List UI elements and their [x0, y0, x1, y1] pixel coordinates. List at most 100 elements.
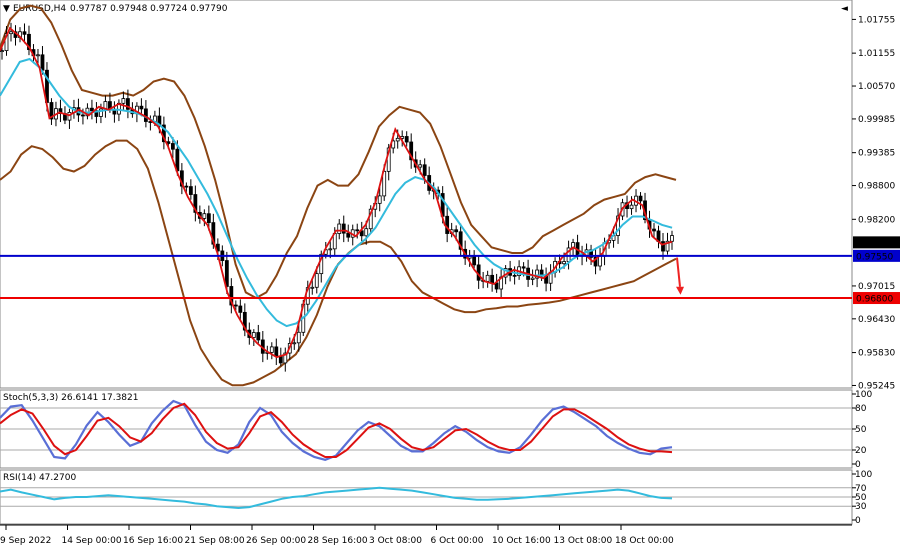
candle-body — [188, 186, 193, 195]
candle-body — [238, 305, 243, 313]
candle-body — [202, 213, 207, 219]
price-tick-label: 1.01755 — [858, 15, 895, 25]
candle-body — [359, 230, 364, 237]
candle-body — [337, 223, 342, 234]
time-tick-label: 13 Oct 08:00 — [554, 536, 613, 546]
time-tick-label: 3 Oct 08:00 — [369, 536, 422, 546]
chart-shift-icon[interactable]: ◄ — [841, 4, 848, 14]
candle-body — [224, 260, 229, 287]
price-tick-label: 0.97015 — [858, 282, 895, 292]
stoch-signal-line — [0, 402, 673, 458]
level-tag-label-0: 0.97550 — [856, 252, 893, 262]
stoch-tick-label: 20 — [855, 446, 867, 456]
rsi-tick-label: 0 — [855, 516, 861, 526]
price-tick-label: 0.96430 — [858, 315, 895, 325]
level-tag-0 — [853, 249, 900, 262]
stoch-axis: 100 80 50 20 0 — [852, 390, 872, 470]
stoch-tick-label: 100 — [855, 390, 872, 400]
current-price-label: 0.97790 — [856, 239, 893, 249]
time-tick-label: 26 Sep 00:00 — [246, 536, 306, 546]
candle-body — [278, 355, 283, 364]
candle-body — [346, 232, 351, 238]
ma-fast-line — [0, 26, 673, 359]
price-axis: 0.97550 0.96800 0.97790 1.01755 1.01155 1.005… — [852, 15, 900, 391]
time-tick-label: 14 Sep 00:00 — [62, 536, 122, 546]
stoch-tick-label: 80 — [855, 404, 867, 414]
rsi-series-group — [0, 486, 852, 510]
time-tick-label: 9 Sep 2022 — [0, 536, 51, 546]
candle-body — [670, 235, 674, 242]
time-tick-label: 28 Sep 16:00 — [308, 536, 368, 546]
stoch-series-group — [0, 399, 852, 461]
candle-body — [67, 112, 72, 121]
candle-body — [485, 274, 490, 282]
stoch-tick-label: 50 — [855, 425, 867, 435]
main-panel-frame — [0, 0, 853, 389]
candle-body — [256, 332, 261, 341]
candle-body — [81, 114, 85, 117]
candle-body — [49, 102, 54, 120]
candle-body — [665, 240, 670, 252]
candle-body — [206, 213, 211, 224]
candle-body — [40, 54, 45, 71]
rsi-tick-label: 100 — [855, 470, 872, 480]
stoch-title: Stoch(5,3,3) 26.6141 17.3821 — [3, 393, 138, 403]
candle-body — [598, 255, 602, 267]
stoch-main-line — [0, 399, 673, 461]
candle-body — [0, 50, 4, 53]
time-axis: 9 Sep 2022 14 Sep 00:00 16 Sep 16:00 21 Sep… — [0, 524, 852, 546]
main-panel: ▼ EURUSD,H4 0.97787 0.97948 0.97724 0.97… — [0, 0, 900, 391]
candle-body — [377, 195, 382, 204]
candle-body — [404, 136, 409, 143]
candle-body — [27, 33, 31, 50]
candle-body — [364, 228, 369, 237]
candle-body — [170, 143, 175, 150]
candle-body — [661, 241, 665, 252]
chart-menu-icon[interactable]: ▼ — [3, 4, 10, 14]
ma-slow-line — [0, 57, 673, 328]
time-tick-label: 10 Oct 16:00 — [492, 536, 551, 546]
candle-body — [458, 231, 463, 250]
candle-body — [296, 331, 301, 344]
candle-body — [274, 346, 279, 357]
candle-body — [251, 332, 256, 338]
candle-body — [422, 164, 427, 176]
candle-body — [310, 286, 315, 289]
candle-body — [652, 228, 656, 232]
candle-body — [472, 255, 477, 266]
candle-body — [328, 248, 333, 251]
candle-body — [638, 195, 643, 202]
rsi-line — [0, 486, 673, 510]
level-tag-1 — [853, 292, 900, 305]
candle-body — [418, 164, 423, 168]
price-tick-label: 0.99985 — [858, 115, 895, 125]
candle-body — [368, 208, 373, 230]
price-tick-label: 0.95830 — [858, 349, 895, 359]
level-tag-label-1: 0.96800 — [856, 295, 893, 305]
price-tick-label: 0.99385 — [858, 149, 895, 159]
down-arrow-head — [676, 286, 684, 295]
candle-body — [629, 204, 634, 210]
time-tick-label: 21 Sep 08:00 — [185, 536, 245, 546]
candle-body — [22, 31, 27, 35]
candle-body — [454, 229, 459, 233]
main-series-group — [0, 4, 852, 387]
stoch-tick-label: 0 — [855, 460, 861, 470]
candle-body — [121, 98, 126, 104]
rsi-tick-label: 70 — [855, 484, 867, 494]
candle-body — [445, 215, 450, 234]
candle-body — [341, 223, 346, 234]
candle-body — [314, 273, 319, 288]
price-tick-label: 0.98200 — [858, 215, 895, 225]
time-tick-label: 16 Sep 16:00 — [123, 536, 183, 546]
candle-body — [126, 98, 130, 110]
candle-body — [242, 311, 247, 331]
candle-body — [193, 194, 198, 213]
candle-body — [562, 261, 566, 265]
candle-body — [490, 274, 495, 284]
time-tick-label: 18 Oct 00:00 — [615, 536, 674, 546]
price-tick-label: 0.95245 — [858, 381, 895, 391]
candle-body — [283, 352, 288, 364]
